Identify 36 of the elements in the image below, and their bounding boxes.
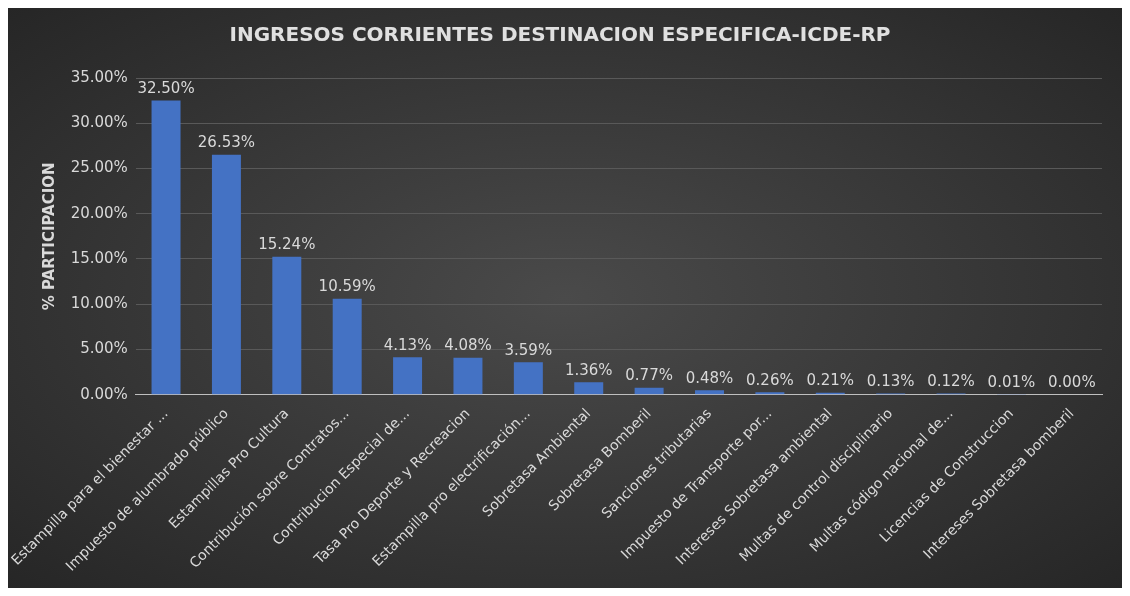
bar — [634, 387, 664, 395]
y-tick-label: 0.00% — [80, 384, 128, 403]
bar — [453, 357, 483, 395]
data-label: 4.08% — [444, 336, 492, 355]
bar — [151, 100, 181, 395]
data-label: 0.12% — [927, 371, 975, 390]
bar — [211, 154, 241, 395]
y-tick-label: 20.00% — [70, 203, 128, 222]
bar — [695, 390, 724, 395]
bar — [513, 362, 543, 395]
data-label: 26.53% — [197, 133, 256, 152]
bar — [272, 256, 302, 395]
data-label: 10.59% — [318, 277, 376, 296]
data-label: 4.13% — [383, 335, 432, 354]
chart-title: INGRESOS CORRIENTES DESTINACION ESPECIFICA-ICDE-RP — [229, 22, 891, 47]
y-tick-label: 5.00% — [80, 339, 128, 358]
data-label: 0.77% — [625, 366, 673, 385]
data-label: 0.21% — [806, 371, 855, 390]
data-label: 0.26% — [746, 370, 794, 389]
data-label: 32.50% — [137, 79, 195, 98]
data-label: 15.24% — [258, 235, 316, 254]
data-label: 0.13% — [866, 371, 915, 390]
data-label: 0.01% — [987, 372, 1036, 391]
data-label: 1.36% — [564, 360, 613, 379]
y-tick-label: 10.00% — [70, 294, 128, 313]
y-tick-label: 15.00% — [70, 248, 128, 267]
bar — [574, 382, 604, 395]
data-label: 0.00% — [1047, 373, 1096, 392]
y-axis-title: % PARTICIPACION — [39, 162, 58, 311]
bar — [332, 298, 362, 395]
y-tick-label: 35.00% — [70, 67, 128, 86]
bar — [393, 357, 423, 395]
y-tick-label: 30.00% — [70, 113, 128, 132]
data-label: 0.48% — [685, 368, 734, 387]
y-tick-label: 25.00% — [70, 158, 128, 177]
data-label: 3.59% — [504, 340, 553, 359]
